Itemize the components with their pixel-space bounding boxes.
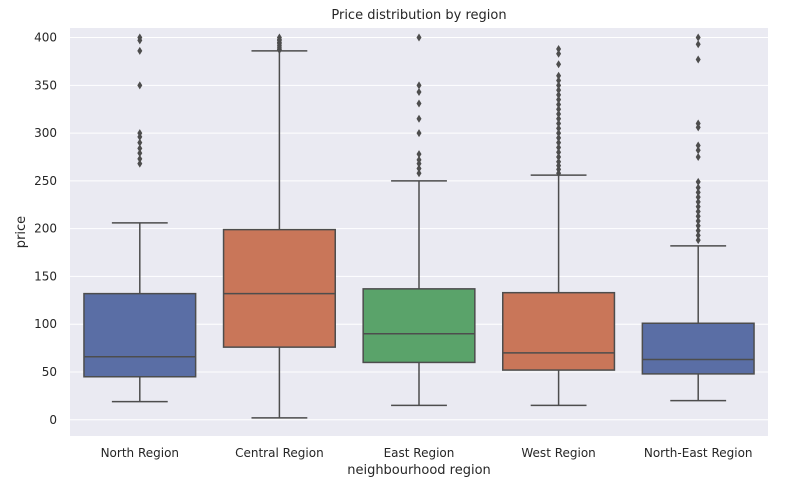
box-4 [502, 45, 616, 407]
box-5 [641, 33, 755, 402]
outlier-point [556, 86, 562, 95]
outlier-point [137, 154, 143, 163]
outlier-point [556, 60, 562, 69]
outlier-point [556, 129, 562, 138]
outlier-point [695, 55, 701, 64]
outlier-point [695, 33, 701, 42]
y-axis-ticks: 0 50 100 150 200 250 300 350 400 [34, 31, 57, 427]
x-tick-label: Central Region [235, 446, 324, 460]
outlier-point [695, 146, 701, 155]
outlier-point [556, 143, 562, 152]
outlier-point [556, 138, 562, 147]
outlier-point [416, 81, 422, 90]
outlier-point [695, 119, 701, 128]
box-2 [222, 33, 336, 419]
outlier-point [695, 202, 701, 211]
outlier-point [556, 100, 562, 109]
outlier-point [416, 155, 422, 164]
outlier-point [556, 71, 562, 80]
outlier-point [416, 150, 422, 159]
chart-title: Price distribution by region [331, 8, 506, 23]
outlier-point [556, 109, 562, 118]
y-tick-label: 200 [34, 222, 57, 236]
y-tick-label: 150 [34, 269, 57, 283]
outlier-point [695, 236, 701, 245]
boxes [83, 33, 755, 419]
outlier-point [137, 138, 143, 147]
x-tick-label: West Region [521, 446, 595, 460]
outlier-point [416, 99, 422, 108]
outlier-point [695, 40, 701, 49]
y-tick-label: 300 [34, 126, 57, 140]
outlier-point [695, 226, 701, 235]
outlier-point [137, 33, 143, 42]
outlier-point [416, 88, 422, 97]
outlier-point [556, 45, 562, 54]
outlier-point [137, 159, 143, 168]
outlier-point [695, 231, 701, 240]
outlier-point [137, 46, 143, 55]
iqr-box [502, 291, 616, 371]
outlier-point [276, 33, 282, 42]
outlier-point [695, 197, 701, 206]
outlier-point [556, 119, 562, 128]
box-1 [83, 33, 197, 403]
x-tick-label: North Region [101, 446, 179, 460]
outlier-point [556, 49, 562, 58]
x-tick-label: East Region [384, 446, 455, 460]
y-axis-label: price [14, 216, 29, 248]
outlier-point [695, 193, 701, 202]
outlier-point [695, 183, 701, 192]
outlier-point [416, 129, 422, 138]
iqr-box [362, 288, 476, 364]
box-3 [362, 33, 476, 407]
outlier-point [556, 152, 562, 161]
y-tick-label: 50 [42, 365, 57, 379]
outlier-point [556, 148, 562, 157]
y-tick-label: 250 [34, 174, 57, 188]
outlier-point [416, 114, 422, 123]
outlier-point [556, 124, 562, 133]
x-axis-label: neighbourhood region [347, 463, 491, 478]
iqr-box [641, 322, 755, 375]
x-axis-ticks: North Region Central Region East Region Wes… [101, 446, 753, 460]
outlier-point [137, 81, 143, 90]
outlier-point [556, 95, 562, 104]
outlier-point [556, 105, 562, 114]
outlier-point [556, 81, 562, 90]
outlier-point [137, 149, 143, 158]
outlier-point [556, 133, 562, 142]
outlier-point [695, 207, 701, 216]
iqr-box [83, 292, 197, 378]
outlier-point [695, 212, 701, 221]
outlier-point [695, 141, 701, 150]
outlier-point [695, 188, 701, 197]
outlier-point [137, 129, 143, 138]
outlier-point [695, 217, 701, 226]
iqr-box [222, 228, 336, 348]
y-tick-label: 0 [49, 413, 57, 427]
outlier-point [556, 157, 562, 166]
outlier-point [416, 33, 422, 42]
outlier-point [556, 114, 562, 123]
x-tick-label: North-East Region [644, 446, 753, 460]
y-tick-label: 100 [34, 317, 57, 331]
y-tick-label: 350 [34, 78, 57, 92]
outlier-point [556, 76, 562, 85]
outlier-point [695, 177, 701, 186]
y-tick-label: 400 [34, 31, 57, 45]
outlier-point [416, 169, 422, 178]
outlier-point [695, 221, 701, 230]
outlier-point [137, 144, 143, 153]
outlier-point [556, 90, 562, 99]
outlier-point [416, 164, 422, 173]
outlier-point [695, 152, 701, 161]
